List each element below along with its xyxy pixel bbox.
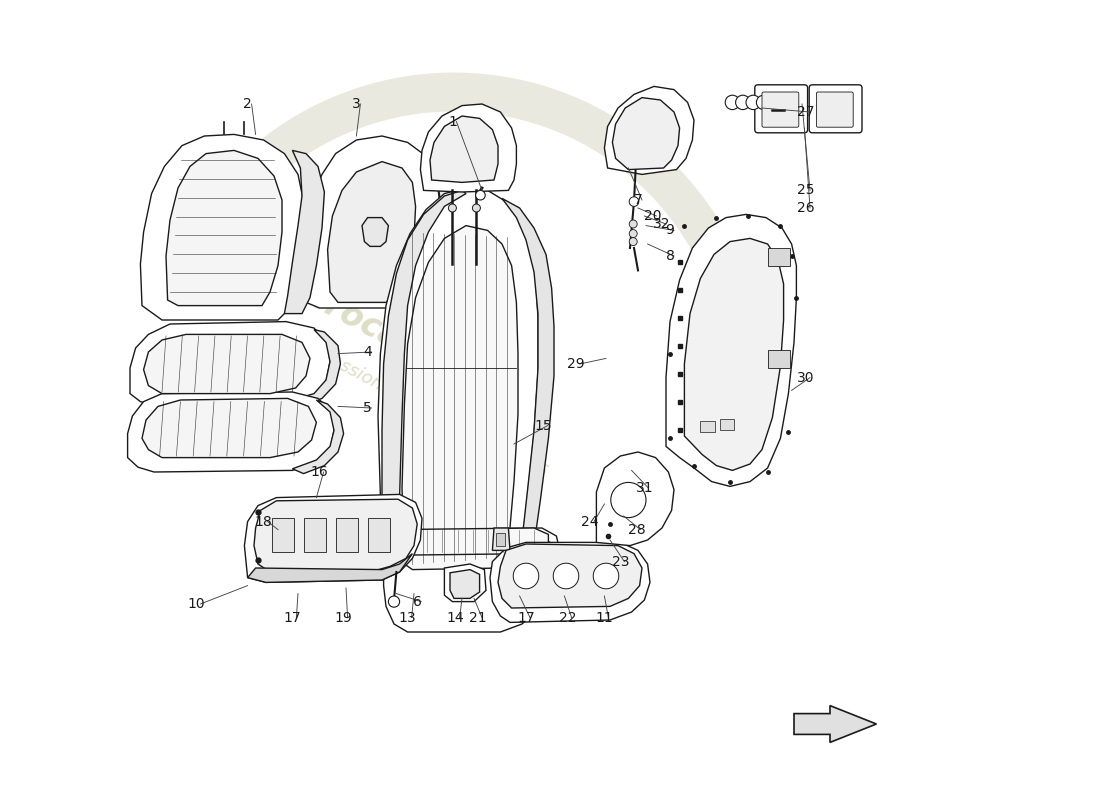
Text: 2: 2 bbox=[243, 97, 252, 111]
FancyBboxPatch shape bbox=[755, 85, 807, 133]
Text: a passion for parts since 1985: a passion for parts since 1985 bbox=[301, 338, 550, 482]
FancyBboxPatch shape bbox=[810, 85, 862, 133]
Text: 32: 32 bbox=[653, 217, 671, 231]
Circle shape bbox=[629, 220, 637, 228]
Circle shape bbox=[610, 482, 646, 518]
Polygon shape bbox=[244, 494, 422, 582]
Bar bbox=[367, 518, 390, 552]
Text: 6: 6 bbox=[412, 594, 421, 609]
Text: 11: 11 bbox=[595, 610, 614, 625]
Circle shape bbox=[736, 95, 750, 110]
Text: 18: 18 bbox=[255, 514, 273, 529]
Polygon shape bbox=[502, 198, 554, 578]
Circle shape bbox=[472, 204, 481, 212]
Bar bbox=[336, 518, 358, 552]
Polygon shape bbox=[444, 564, 486, 602]
Text: 7: 7 bbox=[634, 193, 642, 207]
Text: 22: 22 bbox=[559, 610, 576, 625]
Polygon shape bbox=[166, 150, 282, 306]
Polygon shape bbox=[384, 528, 560, 632]
Polygon shape bbox=[128, 392, 334, 472]
Text: 15: 15 bbox=[535, 418, 552, 433]
Text: 4: 4 bbox=[363, 345, 372, 359]
Text: 16: 16 bbox=[310, 465, 329, 479]
Circle shape bbox=[449, 204, 456, 212]
Polygon shape bbox=[684, 238, 783, 470]
Polygon shape bbox=[392, 528, 549, 555]
Text: 13: 13 bbox=[399, 610, 417, 625]
Polygon shape bbox=[666, 214, 796, 486]
Polygon shape bbox=[402, 226, 518, 570]
Polygon shape bbox=[141, 134, 304, 320]
Polygon shape bbox=[794, 706, 877, 742]
Polygon shape bbox=[378, 188, 538, 578]
Polygon shape bbox=[328, 162, 416, 302]
FancyBboxPatch shape bbox=[816, 92, 854, 127]
Text: 23: 23 bbox=[612, 554, 629, 569]
Polygon shape bbox=[362, 218, 388, 246]
Circle shape bbox=[629, 238, 637, 246]
Polygon shape bbox=[142, 398, 317, 458]
Polygon shape bbox=[490, 542, 650, 622]
Bar bbox=[768, 350, 790, 368]
Polygon shape bbox=[285, 150, 324, 314]
Polygon shape bbox=[613, 98, 680, 170]
Text: 24: 24 bbox=[581, 514, 598, 529]
Polygon shape bbox=[420, 104, 516, 192]
Polygon shape bbox=[450, 570, 480, 598]
Text: 25: 25 bbox=[798, 183, 815, 198]
Polygon shape bbox=[382, 190, 466, 564]
Text: 19: 19 bbox=[334, 610, 352, 625]
Polygon shape bbox=[254, 499, 417, 572]
Circle shape bbox=[388, 596, 399, 607]
Polygon shape bbox=[498, 544, 642, 608]
Text: 31: 31 bbox=[636, 481, 653, 495]
Polygon shape bbox=[293, 400, 343, 474]
Bar bbox=[719, 419, 734, 430]
Text: 14: 14 bbox=[447, 610, 464, 625]
Circle shape bbox=[746, 95, 760, 110]
Text: 1: 1 bbox=[448, 114, 456, 129]
Circle shape bbox=[629, 230, 637, 238]
Circle shape bbox=[593, 563, 619, 589]
Polygon shape bbox=[493, 528, 510, 550]
Text: 26: 26 bbox=[798, 201, 815, 215]
Polygon shape bbox=[144, 334, 310, 394]
Bar bbox=[304, 518, 326, 552]
Text: eurocarparts: eurocarparts bbox=[279, 268, 509, 412]
Polygon shape bbox=[412, 154, 455, 308]
Circle shape bbox=[629, 197, 639, 206]
Polygon shape bbox=[604, 86, 694, 174]
Text: 8: 8 bbox=[666, 249, 674, 263]
Text: 17: 17 bbox=[284, 610, 301, 625]
Text: 20: 20 bbox=[644, 209, 661, 223]
Polygon shape bbox=[596, 452, 674, 546]
Bar bbox=[496, 533, 505, 546]
Circle shape bbox=[725, 95, 739, 110]
Bar bbox=[701, 421, 715, 432]
Text: 5: 5 bbox=[363, 401, 372, 415]
Polygon shape bbox=[304, 136, 440, 308]
Polygon shape bbox=[430, 116, 498, 182]
Polygon shape bbox=[522, 539, 560, 622]
Polygon shape bbox=[287, 330, 340, 406]
Circle shape bbox=[757, 95, 771, 110]
Circle shape bbox=[553, 563, 579, 589]
Text: 10: 10 bbox=[188, 597, 206, 611]
Text: 3: 3 bbox=[352, 97, 361, 111]
Text: 21: 21 bbox=[470, 610, 487, 625]
Bar bbox=[768, 248, 790, 266]
Text: 28: 28 bbox=[628, 522, 646, 537]
Polygon shape bbox=[248, 554, 412, 582]
Circle shape bbox=[514, 563, 539, 589]
Circle shape bbox=[475, 190, 485, 200]
FancyBboxPatch shape bbox=[762, 92, 799, 127]
Text: 27: 27 bbox=[798, 105, 815, 119]
Bar bbox=[272, 518, 294, 552]
Polygon shape bbox=[130, 322, 330, 406]
Text: 9: 9 bbox=[666, 223, 674, 238]
Text: 17: 17 bbox=[517, 610, 535, 625]
Text: 29: 29 bbox=[566, 357, 584, 371]
Text: 30: 30 bbox=[798, 370, 815, 385]
